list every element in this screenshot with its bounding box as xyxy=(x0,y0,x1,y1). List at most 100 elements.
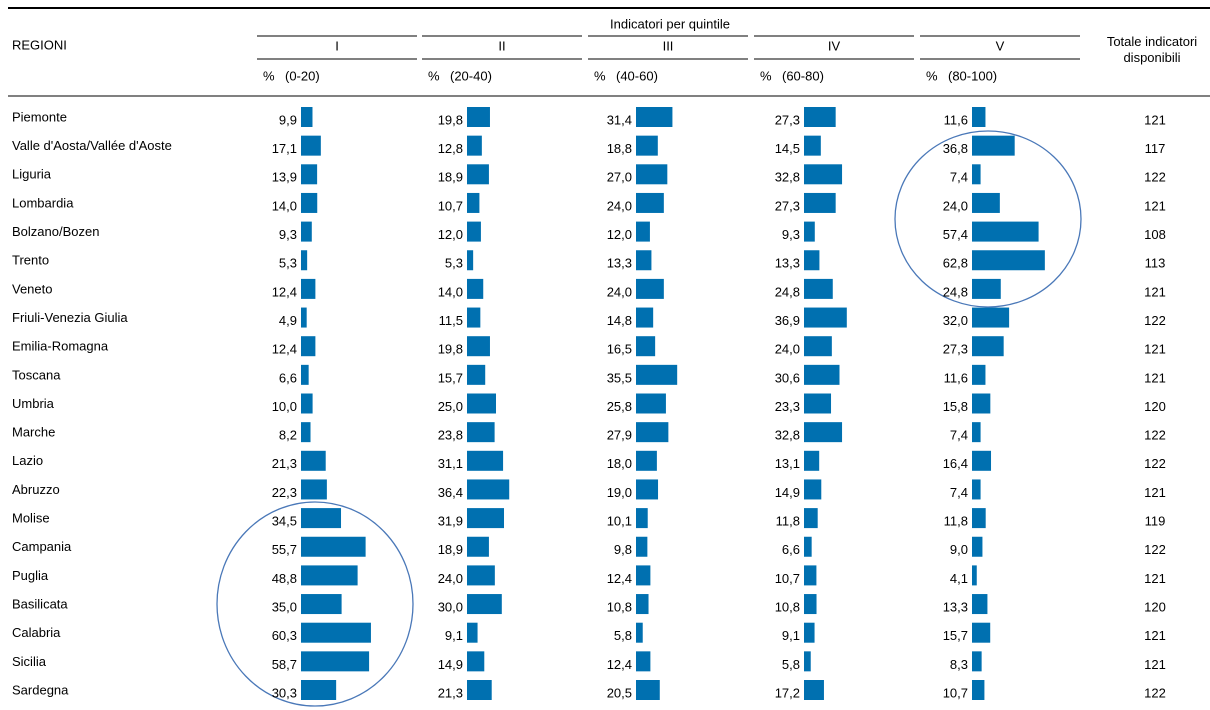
unit-label: % xyxy=(263,68,275,83)
value-label: 14,0 xyxy=(272,198,297,213)
bar xyxy=(804,192,836,213)
unit-label: % xyxy=(926,68,938,83)
bar xyxy=(972,479,981,500)
value-label: 12,4 xyxy=(607,571,632,586)
value-label: 12,0 xyxy=(607,227,632,242)
value-label: 10,8 xyxy=(775,599,800,614)
total-value: 119 xyxy=(1145,514,1166,529)
bar xyxy=(301,192,318,213)
bar xyxy=(804,479,822,500)
total-value: 121 xyxy=(1144,342,1166,357)
value-label: 14,9 xyxy=(438,657,463,672)
value-label: 30,0 xyxy=(438,599,463,614)
value-label: 35,0 xyxy=(272,599,297,614)
value-label: 14,5 xyxy=(775,141,800,156)
bar xyxy=(804,307,847,328)
value-label: 7,4 xyxy=(950,428,968,443)
value-label: 12,4 xyxy=(272,284,297,299)
region-name: Lazio xyxy=(12,453,43,468)
value-label: 5,3 xyxy=(445,256,463,271)
bar xyxy=(467,336,490,357)
value-label: 19,8 xyxy=(438,112,463,127)
value-label: 48,8 xyxy=(272,571,297,586)
bar xyxy=(301,450,326,471)
bar xyxy=(804,450,820,471)
region-name: Abruzzo xyxy=(12,482,60,497)
bar xyxy=(972,422,981,443)
bar xyxy=(636,192,664,213)
bar xyxy=(804,250,820,271)
bar xyxy=(972,536,983,557)
bar xyxy=(467,450,504,471)
value-label: 11,6 xyxy=(944,370,968,385)
bar xyxy=(301,422,311,443)
value-label: 16,4 xyxy=(943,456,968,471)
bar xyxy=(972,307,1010,328)
value-label: 17,2 xyxy=(775,685,800,700)
value-label: 6,6 xyxy=(279,370,297,385)
bar xyxy=(972,135,1015,156)
value-label: 18,8 xyxy=(607,141,632,156)
bar xyxy=(972,107,986,127)
region-name: Veneto xyxy=(12,281,53,296)
value-label: 35,5 xyxy=(607,370,632,385)
value-label: 9,0 xyxy=(950,542,968,557)
bar xyxy=(636,250,652,271)
highlight-circle xyxy=(894,130,1082,308)
highlight-circle xyxy=(216,501,414,707)
bar xyxy=(467,594,502,615)
bar xyxy=(301,479,327,500)
bar xyxy=(804,536,812,557)
value-label: 9,1 xyxy=(445,628,463,643)
value-label: 19,0 xyxy=(607,485,632,500)
bar xyxy=(636,135,658,156)
value-label: 6,6 xyxy=(782,542,800,557)
region-name: Puglia xyxy=(12,568,49,583)
value-label: 21,3 xyxy=(438,685,463,700)
total-value: 113 xyxy=(1145,256,1166,271)
bar xyxy=(636,479,659,500)
value-label: 8,3 xyxy=(950,657,968,672)
value-label: 27,3 xyxy=(775,112,800,127)
value-label: 27,3 xyxy=(775,198,800,213)
value-label: 24,0 xyxy=(607,198,632,213)
bar xyxy=(636,307,654,328)
total-value: 108 xyxy=(1144,227,1166,242)
value-label: 25,0 xyxy=(438,399,463,414)
value-label: 15,8 xyxy=(943,399,968,414)
bar xyxy=(636,393,666,414)
value-label: 11,8 xyxy=(776,514,800,529)
value-label: 8,2 xyxy=(279,428,297,443)
bar xyxy=(804,565,817,586)
bar xyxy=(301,393,313,414)
range-label: (60-80) xyxy=(782,68,824,83)
value-label: 31,4 xyxy=(607,112,632,127)
region-name: Lombardia xyxy=(12,195,74,210)
region-name: Toscana xyxy=(12,367,61,382)
value-label: 24,0 xyxy=(775,342,800,357)
value-label: 14,8 xyxy=(607,313,632,328)
region-name: Friuli-Venezia Giulia xyxy=(12,310,128,325)
range-label: (80-100) xyxy=(948,68,997,83)
value-label: 60,3 xyxy=(272,628,297,643)
value-label: 14,9 xyxy=(775,485,800,500)
value-label: 4,1 xyxy=(950,571,968,586)
bar xyxy=(804,336,832,357)
region-header: REGIONI xyxy=(12,37,67,52)
bar xyxy=(636,680,660,700)
bar xyxy=(972,622,991,643)
range-label: (0-20) xyxy=(285,68,320,83)
region-name: Campania xyxy=(12,539,72,554)
value-label: 62,8 xyxy=(943,256,968,271)
total-value: 122 xyxy=(1144,685,1166,700)
value-label: 36,4 xyxy=(438,485,463,500)
region-name: Emilia-Romagna xyxy=(12,339,109,354)
value-label: 25,8 xyxy=(607,399,632,414)
value-label: 24,8 xyxy=(943,284,968,299)
bar xyxy=(467,307,481,328)
value-label: 7,4 xyxy=(950,170,968,185)
bar xyxy=(804,164,843,185)
bar xyxy=(301,565,358,586)
value-label: 12,4 xyxy=(607,657,632,672)
value-label: 12,4 xyxy=(272,342,297,357)
